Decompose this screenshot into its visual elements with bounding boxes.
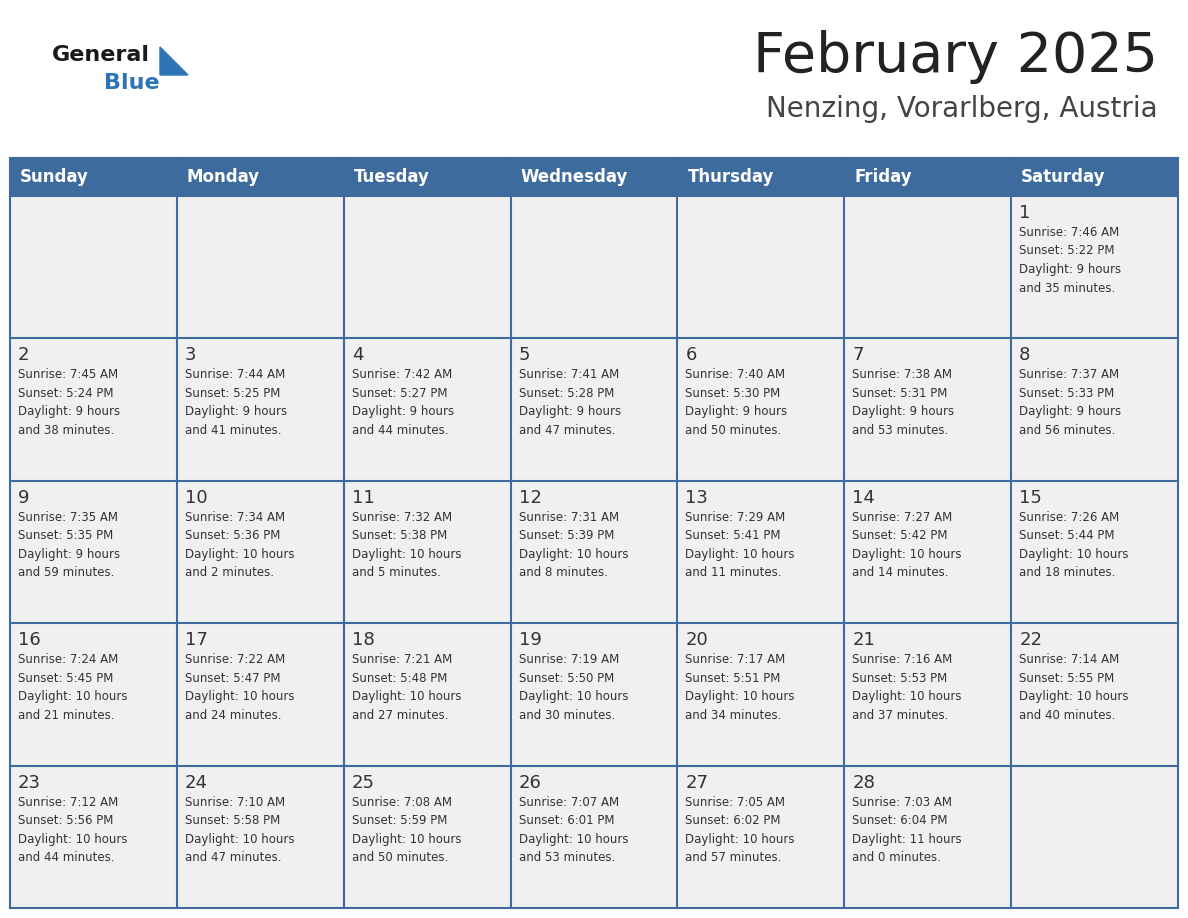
Text: 4: 4 <box>352 346 364 364</box>
Text: 7: 7 <box>852 346 864 364</box>
Text: Sunrise: 7:31 AM
Sunset: 5:39 PM
Daylight: 10 hours
and 8 minutes.: Sunrise: 7:31 AM Sunset: 5:39 PM Dayligh… <box>519 510 628 579</box>
Text: 19: 19 <box>519 632 542 649</box>
Text: 25: 25 <box>352 774 374 791</box>
Text: 6: 6 <box>685 346 697 364</box>
Text: February 2025: February 2025 <box>753 30 1158 84</box>
Text: Sunday: Sunday <box>20 168 89 186</box>
Text: 2: 2 <box>18 346 30 364</box>
Text: Sunrise: 7:21 AM
Sunset: 5:48 PM
Daylight: 10 hours
and 27 minutes.: Sunrise: 7:21 AM Sunset: 5:48 PM Dayligh… <box>352 654 461 722</box>
Text: Sunrise: 7:37 AM
Sunset: 5:33 PM
Daylight: 9 hours
and 56 minutes.: Sunrise: 7:37 AM Sunset: 5:33 PM Dayligh… <box>1019 368 1121 437</box>
Text: Sunrise: 7:08 AM
Sunset: 5:59 PM
Daylight: 10 hours
and 50 minutes.: Sunrise: 7:08 AM Sunset: 5:59 PM Dayligh… <box>352 796 461 864</box>
Text: Sunrise: 7:14 AM
Sunset: 5:55 PM
Daylight: 10 hours
and 40 minutes.: Sunrise: 7:14 AM Sunset: 5:55 PM Dayligh… <box>1019 654 1129 722</box>
Text: 28: 28 <box>852 774 876 791</box>
Text: 21: 21 <box>852 632 876 649</box>
Text: 10: 10 <box>185 488 208 507</box>
Bar <box>10 766 1178 908</box>
Text: Blue: Blue <box>105 73 159 93</box>
Text: Wednesday: Wednesday <box>520 168 628 186</box>
Text: Sunrise: 7:10 AM
Sunset: 5:58 PM
Daylight: 10 hours
and 47 minutes.: Sunrise: 7:10 AM Sunset: 5:58 PM Dayligh… <box>185 796 295 864</box>
Text: Sunrise: 7:41 AM
Sunset: 5:28 PM
Daylight: 9 hours
and 47 minutes.: Sunrise: 7:41 AM Sunset: 5:28 PM Dayligh… <box>519 368 620 437</box>
Text: 16: 16 <box>18 632 40 649</box>
Text: 11: 11 <box>352 488 374 507</box>
Text: Sunrise: 7:29 AM
Sunset: 5:41 PM
Daylight: 10 hours
and 11 minutes.: Sunrise: 7:29 AM Sunset: 5:41 PM Dayligh… <box>685 510 795 579</box>
Text: 20: 20 <box>685 632 708 649</box>
Text: 26: 26 <box>519 774 542 791</box>
Text: Sunrise: 7:16 AM
Sunset: 5:53 PM
Daylight: 10 hours
and 37 minutes.: Sunrise: 7:16 AM Sunset: 5:53 PM Dayligh… <box>852 654 962 722</box>
Text: Sunrise: 7:17 AM
Sunset: 5:51 PM
Daylight: 10 hours
and 34 minutes.: Sunrise: 7:17 AM Sunset: 5:51 PM Dayligh… <box>685 654 795 722</box>
Text: Sunrise: 7:26 AM
Sunset: 5:44 PM
Daylight: 10 hours
and 18 minutes.: Sunrise: 7:26 AM Sunset: 5:44 PM Dayligh… <box>1019 510 1129 579</box>
Text: 15: 15 <box>1019 488 1042 507</box>
Text: Sunrise: 7:24 AM
Sunset: 5:45 PM
Daylight: 10 hours
and 21 minutes.: Sunrise: 7:24 AM Sunset: 5:45 PM Dayligh… <box>18 654 127 722</box>
Text: 23: 23 <box>18 774 42 791</box>
Text: Sunrise: 7:07 AM
Sunset: 6:01 PM
Daylight: 10 hours
and 53 minutes.: Sunrise: 7:07 AM Sunset: 6:01 PM Dayligh… <box>519 796 628 864</box>
Text: Sunrise: 7:40 AM
Sunset: 5:30 PM
Daylight: 9 hours
and 50 minutes.: Sunrise: 7:40 AM Sunset: 5:30 PM Dayligh… <box>685 368 788 437</box>
Text: Sunrise: 7:22 AM
Sunset: 5:47 PM
Daylight: 10 hours
and 24 minutes.: Sunrise: 7:22 AM Sunset: 5:47 PM Dayligh… <box>185 654 295 722</box>
Text: Sunrise: 7:38 AM
Sunset: 5:31 PM
Daylight: 9 hours
and 53 minutes.: Sunrise: 7:38 AM Sunset: 5:31 PM Dayligh… <box>852 368 954 437</box>
Text: 3: 3 <box>185 346 196 364</box>
Text: 9: 9 <box>18 488 30 507</box>
Polygon shape <box>160 47 188 75</box>
Text: Sunrise: 7:46 AM
Sunset: 5:22 PM
Daylight: 9 hours
and 35 minutes.: Sunrise: 7:46 AM Sunset: 5:22 PM Dayligh… <box>1019 226 1121 295</box>
Text: Tuesday: Tuesday <box>354 168 430 186</box>
Text: Sunrise: 7:03 AM
Sunset: 6:04 PM
Daylight: 11 hours
and 0 minutes.: Sunrise: 7:03 AM Sunset: 6:04 PM Dayligh… <box>852 796 962 864</box>
Text: Sunrise: 7:35 AM
Sunset: 5:35 PM
Daylight: 9 hours
and 59 minutes.: Sunrise: 7:35 AM Sunset: 5:35 PM Dayligh… <box>18 510 120 579</box>
Text: Sunrise: 7:27 AM
Sunset: 5:42 PM
Daylight: 10 hours
and 14 minutes.: Sunrise: 7:27 AM Sunset: 5:42 PM Dayligh… <box>852 510 962 579</box>
Bar <box>10 158 1178 196</box>
Text: 14: 14 <box>852 488 876 507</box>
Text: 22: 22 <box>1019 632 1042 649</box>
Text: 12: 12 <box>519 488 542 507</box>
Bar <box>10 196 1178 339</box>
Text: Nenzing, Vorarlberg, Austria: Nenzing, Vorarlberg, Austria <box>766 95 1158 123</box>
Text: Monday: Monday <box>187 168 260 186</box>
Text: 27: 27 <box>685 774 708 791</box>
Text: Sunrise: 7:12 AM
Sunset: 5:56 PM
Daylight: 10 hours
and 44 minutes.: Sunrise: 7:12 AM Sunset: 5:56 PM Dayligh… <box>18 796 127 864</box>
Text: Sunrise: 7:44 AM
Sunset: 5:25 PM
Daylight: 9 hours
and 41 minutes.: Sunrise: 7:44 AM Sunset: 5:25 PM Dayligh… <box>185 368 287 437</box>
Text: Thursday: Thursday <box>688 168 773 186</box>
Text: General: General <box>52 45 150 65</box>
Text: 17: 17 <box>185 632 208 649</box>
Bar <box>10 623 1178 766</box>
Text: Sunrise: 7:34 AM
Sunset: 5:36 PM
Daylight: 10 hours
and 2 minutes.: Sunrise: 7:34 AM Sunset: 5:36 PM Dayligh… <box>185 510 295 579</box>
Text: 18: 18 <box>352 632 374 649</box>
Text: Sunrise: 7:32 AM
Sunset: 5:38 PM
Daylight: 10 hours
and 5 minutes.: Sunrise: 7:32 AM Sunset: 5:38 PM Dayligh… <box>352 510 461 579</box>
Text: Friday: Friday <box>854 168 912 186</box>
Text: 5: 5 <box>519 346 530 364</box>
Text: 8: 8 <box>1019 346 1030 364</box>
Text: Sunrise: 7:05 AM
Sunset: 6:02 PM
Daylight: 10 hours
and 57 minutes.: Sunrise: 7:05 AM Sunset: 6:02 PM Dayligh… <box>685 796 795 864</box>
Bar <box>10 481 1178 623</box>
Text: 13: 13 <box>685 488 708 507</box>
Text: Sunrise: 7:42 AM
Sunset: 5:27 PM
Daylight: 9 hours
and 44 minutes.: Sunrise: 7:42 AM Sunset: 5:27 PM Dayligh… <box>352 368 454 437</box>
Text: Sunrise: 7:19 AM
Sunset: 5:50 PM
Daylight: 10 hours
and 30 minutes.: Sunrise: 7:19 AM Sunset: 5:50 PM Dayligh… <box>519 654 628 722</box>
Text: Sunrise: 7:45 AM
Sunset: 5:24 PM
Daylight: 9 hours
and 38 minutes.: Sunrise: 7:45 AM Sunset: 5:24 PM Dayligh… <box>18 368 120 437</box>
Text: 1: 1 <box>1019 204 1030 222</box>
Text: Saturday: Saturday <box>1022 168 1106 186</box>
Bar <box>10 339 1178 481</box>
Text: 24: 24 <box>185 774 208 791</box>
